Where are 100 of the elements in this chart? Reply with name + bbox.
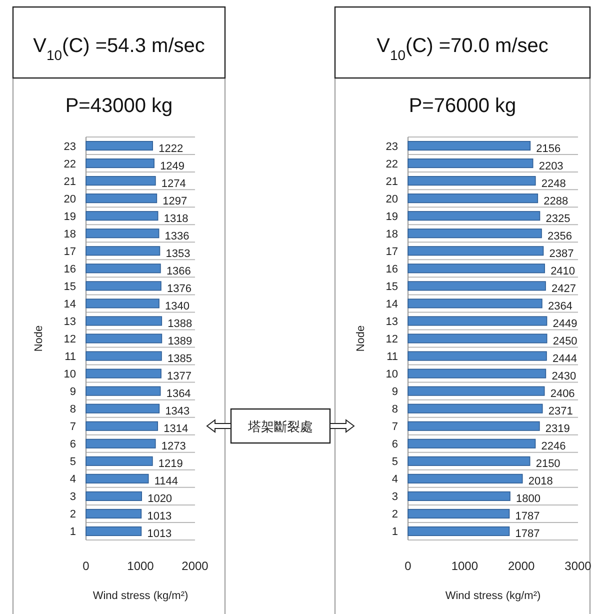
bar [408, 404, 543, 414]
bar [86, 298, 160, 308]
bar [86, 386, 161, 396]
x-tick-label: 2000 [182, 559, 209, 573]
data-label: 1013 [147, 510, 172, 523]
y-tick-label: 17 [386, 246, 398, 258]
y-tick-label: 12 [64, 334, 76, 346]
y-tick-label: 1 [392, 526, 398, 538]
bar [408, 386, 545, 396]
y-tick-label: 9 [392, 386, 398, 398]
bar [408, 228, 542, 238]
chart-subtitle: P=76000 kg [408, 95, 516, 117]
data-label: 1297 [162, 195, 188, 208]
y-tick-label: 13 [64, 316, 76, 328]
bar [408, 176, 536, 186]
data-label: 2203 [538, 160, 564, 172]
y-tick-label: 16 [386, 263, 398, 276]
bar [408, 264, 545, 274]
y-tick-label: 11 [64, 351, 76, 364]
bar [86, 456, 153, 466]
bar [408, 474, 523, 484]
bar [86, 281, 162, 291]
y-tick-label: 21 [386, 176, 398, 188]
y-tick-label: 13 [386, 316, 398, 328]
data-label: 1013 [147, 528, 172, 540]
bar [408, 334, 548, 344]
data-label: 1274 [161, 178, 186, 190]
x-tick-label: 0 [82, 559, 90, 573]
data-label: 2449 [552, 318, 578, 330]
bar [408, 158, 534, 168]
y-tick-label: 11 [386, 351, 398, 364]
bar [86, 368, 162, 378]
x-tick-label: 1000 [127, 559, 154, 573]
data-label: 1314 [164, 423, 188, 436]
bar [86, 211, 158, 221]
bar [408, 456, 530, 466]
x-axis-title: Wind stress (kg/m²) [92, 590, 188, 602]
y-tick-label: 23 [64, 140, 76, 153]
data-label: 1376 [166, 282, 192, 295]
data-label: 1787 [515, 528, 540, 540]
data-label: 2410 [550, 265, 576, 278]
bar [408, 438, 536, 448]
y-tick-label: 14 [386, 298, 398, 310]
bar [86, 140, 153, 151]
data-label: 1273 [161, 440, 186, 453]
data-label: 2444 [552, 353, 577, 366]
y-tick-label: 19 [64, 210, 76, 223]
y-tick-label: 15 [386, 280, 398, 293]
y-tick-label: 7 [392, 421, 398, 434]
y-tick-label: 18 [64, 228, 76, 240]
chart-title: V$_{10}$(C) =54.3 m/sec [33, 35, 205, 63]
bar [86, 508, 142, 518]
data-label: 2450 [552, 336, 578, 348]
data-label: 2325 [546, 212, 570, 225]
bar [408, 491, 510, 501]
bar [408, 421, 540, 431]
bar [86, 438, 156, 448]
y-tick-label: 3 [392, 491, 398, 504]
bar [408, 526, 510, 536]
bar [408, 246, 544, 256]
bar [408, 140, 531, 151]
bar [86, 316, 162, 326]
y-tick-label: 16 [64, 263, 76, 276]
data-label: 1366 [166, 265, 191, 278]
x-tick-label: 2000 [508, 559, 536, 573]
y-tick-label: 5 [392, 456, 398, 468]
data-label: 1364 [166, 388, 191, 400]
data-label: 1377 [167, 370, 192, 383]
y-tick-label: 10 [64, 368, 76, 381]
data-label: 1389 [168, 336, 192, 348]
bar [86, 526, 142, 536]
y-tick-label: 17 [64, 246, 76, 258]
y-tick-label: 8 [70, 404, 76, 416]
data-label: 1222 [158, 142, 184, 155]
y-tick-label: 6 [392, 438, 398, 451]
bar [408, 211, 540, 221]
bar [408, 351, 547, 361]
bar [86, 334, 162, 344]
bar [86, 404, 160, 414]
data-label: 1144 [154, 476, 178, 488]
data-label: 2018 [528, 476, 553, 488]
bar [86, 264, 161, 274]
y-tick-label: 21 [64, 176, 76, 188]
data-label: 2246 [541, 440, 566, 453]
x-axis-title: Wind stress (kg/m²) [445, 590, 541, 602]
bar [408, 298, 542, 308]
data-label: 2371 [548, 406, 573, 418]
bar [86, 176, 156, 186]
bar [86, 194, 158, 204]
bar [86, 421, 158, 431]
bar [86, 474, 149, 484]
y-tick-label: 2 [392, 508, 398, 521]
data-label: 2356 [548, 230, 572, 242]
text: 塔架斷裂處 [247, 419, 313, 434]
data-label: 2288 [544, 195, 568, 208]
y-tick-label: 10 [386, 368, 398, 381]
y-tick-label: 22 [386, 158, 398, 170]
data-label: 1800 [516, 493, 540, 506]
y-tick-label: 15 [64, 280, 76, 293]
data-label: 2156 [536, 142, 561, 155]
